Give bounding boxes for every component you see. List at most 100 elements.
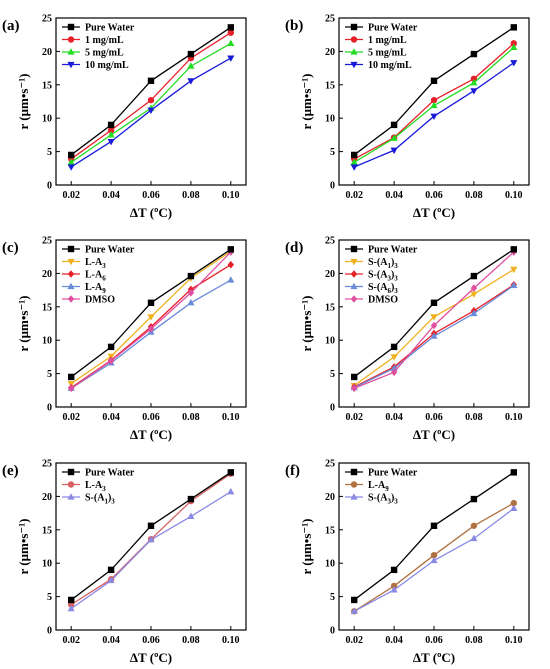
legend-entry: 10 mg/mL <box>85 60 129 71</box>
y-tick-label: 0 <box>47 626 52 637</box>
x-tick-label: 0.06 <box>425 635 443 646</box>
data-point <box>68 151 75 159</box>
data-point <box>390 354 398 361</box>
data-point <box>470 50 478 58</box>
y-axis-label: r (μm•s⁻¹) <box>299 518 314 574</box>
data-point <box>227 246 234 253</box>
y-tick-label: 15 <box>42 80 52 91</box>
y-tick-label: 25 <box>42 236 52 247</box>
data-point <box>510 40 517 47</box>
legend-entry: Pure Water <box>368 245 418 256</box>
data-point <box>350 158 358 165</box>
data-point <box>390 586 398 593</box>
x-tick-label: 0.06 <box>142 412 160 423</box>
legend-marker <box>350 258 358 266</box>
data-point <box>67 158 75 165</box>
legend-marker <box>350 468 358 476</box>
series-line <box>70 248 232 378</box>
x-tick-label: 0.02 <box>62 412 80 423</box>
x-tick-label: 0.08 <box>182 635 200 646</box>
data-point <box>390 134 398 141</box>
y-tick-label: 25 <box>325 236 335 247</box>
data-point <box>470 284 478 292</box>
y-tick-label: 10 <box>42 559 52 570</box>
data-point <box>107 566 115 574</box>
chart-panel: 0 5 10 15 20 25 0.02 0.04 0.06 0.08 0.10 ΔT (ºC) r (… <box>2 236 247 442</box>
legend-entry: L-A3 <box>85 257 106 270</box>
y-tick-label: 5 <box>330 369 335 380</box>
data-point <box>430 299 438 306</box>
panel-label: (d) <box>285 240 303 256</box>
legend-entry: L-A9 <box>85 282 106 295</box>
legend-marker <box>67 481 75 488</box>
data-point <box>390 368 398 377</box>
y-axis-label: r (μm•s⁻¹) <box>299 295 314 351</box>
data-point <box>351 384 358 393</box>
legend-entry: S-(A6)3 <box>368 282 398 295</box>
legend-entry: Pure Water <box>85 468 135 479</box>
series <box>350 43 518 165</box>
legend-marker <box>67 23 75 31</box>
data-point <box>430 332 438 339</box>
x-tick-label: 0.02 <box>62 635 80 646</box>
x-tick-label: 0.04 <box>385 412 403 423</box>
x-tick-label: 0.08 <box>465 190 483 201</box>
x-tick-label: 0.04 <box>102 412 120 423</box>
data-point <box>430 551 438 559</box>
x-axis-label: ΔT (ºC) <box>130 427 172 442</box>
legend-entry: 5 mg/mL <box>85 48 124 59</box>
x-tick-label: 0.10 <box>505 412 523 423</box>
data-point <box>147 522 155 529</box>
data-point <box>187 50 195 58</box>
data-point <box>107 127 115 134</box>
legend-marker <box>67 245 75 253</box>
x-tick-label: 0.06 <box>425 412 443 423</box>
y-tick-label: 10 <box>42 114 52 125</box>
data-point <box>147 536 155 543</box>
y-tick-label: 5 <box>47 147 52 158</box>
legend-entry: L-A9 <box>368 480 389 493</box>
legend-marker <box>350 481 358 488</box>
y-tick-label: 0 <box>330 626 335 637</box>
legend-marker <box>350 23 358 31</box>
legend-marker <box>67 61 75 69</box>
legend-entry: DMSO <box>368 295 398 306</box>
y-tick-label: 15 <box>42 525 52 536</box>
data-point <box>187 298 195 306</box>
data-point <box>187 78 195 85</box>
legend-entry: S-(A3)3 <box>368 270 398 283</box>
y-tick-label: 0 <box>330 181 335 192</box>
data-point <box>430 314 438 321</box>
data-point <box>147 107 155 114</box>
legend-marker <box>67 36 75 43</box>
data-point <box>147 314 155 321</box>
data-point <box>350 164 358 171</box>
x-tick-label: 0.04 <box>385 190 403 201</box>
x-tick-label: 0.04 <box>102 635 120 646</box>
panel-label: (e) <box>2 463 19 479</box>
legend-marker <box>67 468 75 476</box>
data-point <box>107 357 115 365</box>
x-tick-label: 0.02 <box>345 412 363 423</box>
legend-marker <box>350 493 358 500</box>
y-tick-label: 25 <box>42 14 52 25</box>
data-point <box>107 131 115 138</box>
chart-panel: 0 5 10 15 20 25 0.02 0.04 0.06 0.08 0.10 ΔT (ºC) r (… <box>2 459 247 665</box>
data-point <box>227 469 234 476</box>
legend-marker <box>350 36 358 43</box>
x-tick-label: 0.10 <box>505 190 523 201</box>
x-tick-label: 0.02 <box>62 190 80 201</box>
y-tick-label: 20 <box>42 47 52 58</box>
y-tick-label: 25 <box>325 14 335 25</box>
y-axis-label: r (μm•s⁻¹) <box>16 518 31 574</box>
x-tick-label: 0.06 <box>142 190 160 201</box>
data-point <box>187 512 195 520</box>
legend-marker <box>67 282 75 290</box>
data-point <box>470 75 478 82</box>
y-axis-label: r (μm•s⁻¹) <box>16 295 31 351</box>
data-point <box>147 77 155 84</box>
